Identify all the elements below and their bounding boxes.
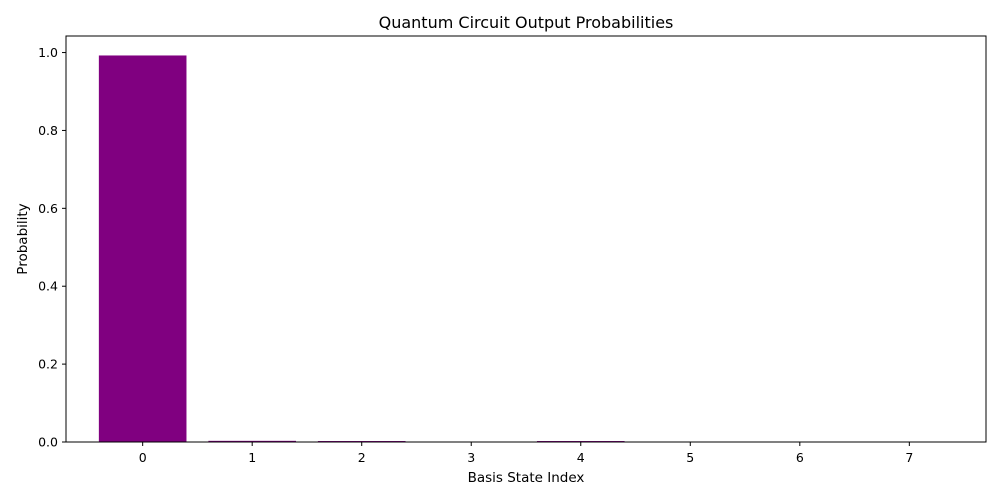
x-tick-label: 6: [796, 450, 804, 465]
chart-title: Quantum Circuit Output Probabilities: [379, 13, 674, 32]
x-tick-label: 1: [248, 450, 256, 465]
y-axis-label: Probability: [15, 203, 31, 274]
plot-frame: [65, 35, 987, 443]
x-tick-label: 4: [577, 450, 585, 465]
y-tick-label: 0.4: [38, 279, 58, 294]
bars-group: [98, 55, 625, 443]
y-axis-ticks: 0.0 0.2 0.4 0.6 0.8 1.0: [38, 45, 66, 450]
y-tick-label: 0.6: [38, 201, 58, 216]
x-axis-label: Basis State Index: [468, 470, 585, 486]
x-tick-label: 5: [686, 450, 694, 465]
x-tick-label: 2: [358, 450, 366, 465]
x-axis-ticks: 0 1 2 3 4 5 6 7: [139, 442, 913, 465]
x-tick-label: 7: [905, 450, 913, 465]
bar-1: [208, 440, 296, 442]
x-tick-label: 0: [139, 450, 147, 465]
x-tick-label: 3: [467, 450, 475, 465]
y-tick-label: 0.0: [38, 435, 58, 450]
y-tick-label: 1.0: [38, 45, 58, 60]
y-tick-label: 0.8: [38, 123, 58, 138]
bar-0: [98, 55, 187, 443]
y-tick-label: 0.2: [38, 357, 58, 372]
